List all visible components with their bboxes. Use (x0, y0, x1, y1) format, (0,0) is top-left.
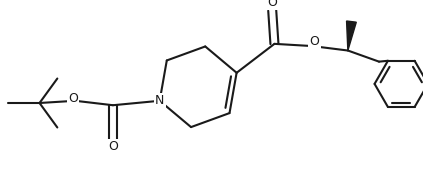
Text: O: O (108, 140, 118, 153)
Text: O: O (267, 0, 277, 9)
Text: N: N (155, 94, 165, 107)
Text: O: O (310, 35, 319, 48)
Polygon shape (346, 21, 356, 51)
Text: O: O (68, 92, 78, 105)
